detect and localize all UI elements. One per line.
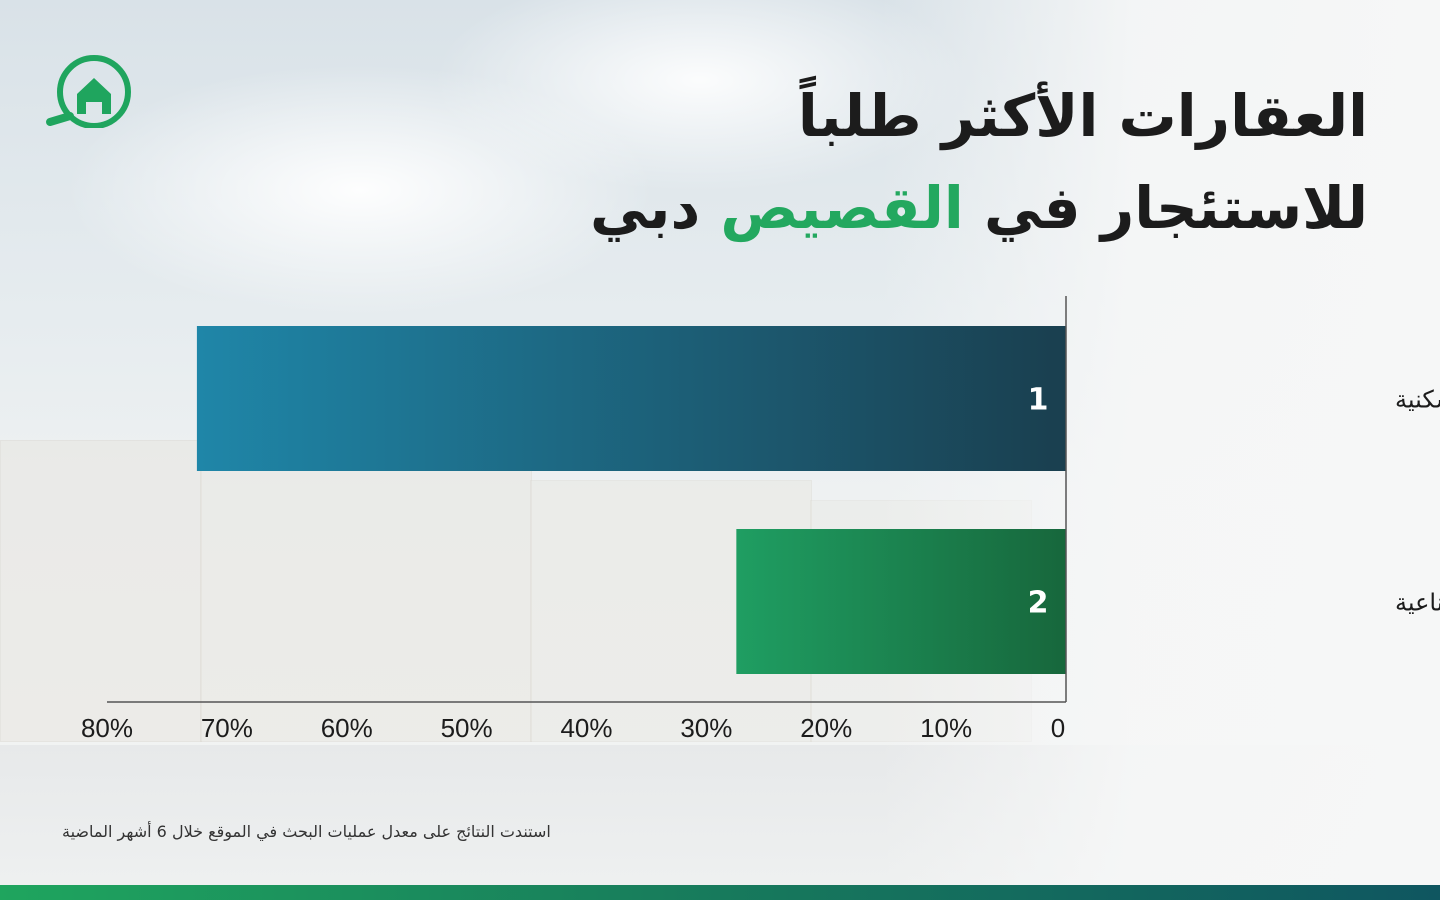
x-tick-label: 60% <box>321 713 373 743</box>
bar-2 <box>736 529 1066 674</box>
title-line-2-prefix: للاستئجار في <box>963 174 1368 242</box>
page-title: العقارات الأكثر طلباً للاستئجار في القصي… <box>590 70 1368 254</box>
x-tick-label: 80% <box>81 713 133 743</box>
x-tick-label: 10% <box>920 713 972 743</box>
title-line-2-suffix: دبي <box>590 174 721 242</box>
bottom-accent-bar <box>0 885 1440 900</box>
x-tick-label: 20% <box>800 713 852 743</box>
title-line-1: العقارات الأكثر طلباً <box>797 82 1368 150</box>
title-accent: القصيص <box>720 174 964 242</box>
x-tick-label: 50% <box>441 713 493 743</box>
x-tick-label: 70% <box>201 713 253 743</box>
category-label-1: منطقة القصيص السكنية <box>1395 386 1440 414</box>
bar-rank-label-1: 1 <box>1028 383 1049 418</box>
x-tick-label: 0 <box>1051 713 1065 743</box>
x-tick-label: 30% <box>680 713 732 743</box>
category-label-2: منطقة القصيص الصناعية <box>1395 589 1440 617</box>
bar-1 <box>196 326 1066 471</box>
bar-rank-label-2: 2 <box>1028 586 1049 621</box>
search-home-icon <box>46 55 131 128</box>
x-tick-label: 40% <box>560 713 612 743</box>
title-line-2: للاستئجار في القصيص دبي <box>590 162 1368 254</box>
footnote: استندت النتائج على معدل عمليات البحث في … <box>62 822 551 841</box>
